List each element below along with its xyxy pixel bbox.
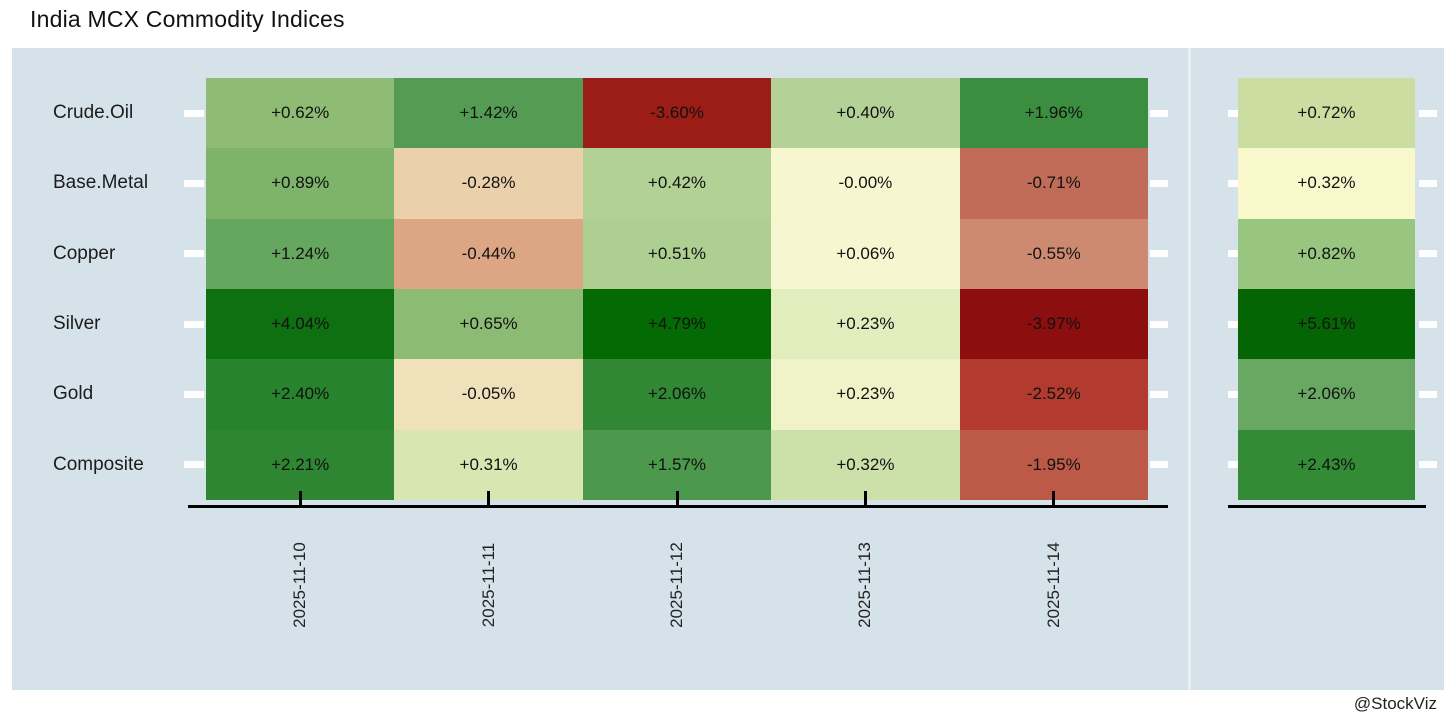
- row-tick-right: [1150, 320, 1168, 328]
- x-axis-tick: [1052, 491, 1056, 505]
- heatmap-cell: -0.55%: [959, 218, 1148, 289]
- week-summary-cell: +2.06%: [1238, 359, 1415, 430]
- row-label: Composite: [53, 453, 144, 475]
- week-tick-right: [1419, 109, 1437, 117]
- row-tick-right: [1150, 461, 1168, 469]
- week-tick-right: [1419, 390, 1437, 398]
- week-tick-left: [1228, 250, 1246, 258]
- chart-title: India MCX Commodity Indices: [30, 6, 345, 32]
- week-summary-cell: +2.43%: [1238, 429, 1415, 500]
- watermark: @StockViz: [1353, 694, 1437, 713]
- row-label: Silver: [53, 313, 101, 335]
- row-tick-left: [184, 109, 204, 117]
- x-axis-tick: [675, 491, 679, 505]
- row-tick-right: [1150, 250, 1168, 258]
- heatmap-cell: +4.79%: [582, 288, 772, 360]
- heatmap-cell: -3.60%: [582, 78, 772, 149]
- row-tick-left: [184, 179, 204, 187]
- heatmap-cell: -0.44%: [394, 218, 583, 289]
- week-summary-cell: +0.82%: [1238, 218, 1415, 289]
- heatmap-cell: +1.96%: [959, 78, 1148, 149]
- heatmap-cell: +2.21%: [206, 429, 395, 500]
- heatmap-cell: +0.51%: [582, 218, 772, 289]
- heatmap-cell: -2.52%: [959, 359, 1148, 430]
- heatmap-cell: +4.04%: [206, 288, 395, 360]
- heatmap-cell: +0.32%: [771, 429, 960, 500]
- row-label: Copper: [53, 242, 116, 264]
- heatmap-cell: +0.65%: [394, 288, 583, 360]
- heatmap-cell: +0.89%: [206, 148, 395, 219]
- heatmap-cell: +0.42%: [582, 148, 772, 219]
- row-label: Crude.Oil: [53, 102, 134, 124]
- week-tick-right: [1419, 179, 1437, 187]
- row-label: Gold: [53, 383, 94, 405]
- week-summary-cell: +0.72%: [1238, 78, 1415, 149]
- heatmap-cell: -0.05%: [394, 359, 583, 430]
- heatmap-cell: -0.00%: [771, 148, 960, 219]
- week-tick-right: [1419, 250, 1437, 258]
- heatmap-grid: Crude.Oil +0.62% +1.42% -3.60% +0.40% +1.96% +…: [12, 48, 1444, 690]
- heatmap-cell: +0.23%: [771, 288, 960, 360]
- heatmap-cell: +0.31%: [394, 429, 583, 500]
- x-axis-tick: [487, 491, 491, 505]
- row-tick-left: [184, 390, 204, 398]
- week-tick-left: [1228, 320, 1246, 328]
- heatmap-cell: +1.24%: [206, 218, 395, 289]
- plot-panel: Crude.Oil +0.62% +1.42% -3.60% +0.40% +1.96% +…: [12, 48, 1444, 690]
- row-tick-right: [1150, 179, 1168, 187]
- row-label: Base.Metal: [53, 172, 149, 194]
- heatmap-cell: -0.28%: [394, 148, 583, 219]
- x-axis-date-label: 2025-11-10: [290, 542, 310, 628]
- week-tick-right: [1419, 320, 1437, 328]
- x-axis-tick: [863, 491, 867, 505]
- heatmap-cell: -1.95%: [959, 429, 1148, 500]
- week-tick-left: [1228, 109, 1246, 117]
- heatmap-cell: +0.06%: [771, 218, 960, 289]
- week-tick-left: [1228, 179, 1246, 187]
- x-axis-line-main: [188, 505, 1168, 508]
- heatmap-cell: -0.71%: [959, 148, 1148, 219]
- heatmap-cell: +0.40%: [771, 78, 960, 149]
- heatmap-cell: -3.97%: [959, 288, 1148, 360]
- facet-separator: [1188, 48, 1191, 690]
- x-axis-tick: [298, 491, 302, 505]
- x-axis-date-label: 2025-11-11: [478, 542, 498, 628]
- row-tick-left: [184, 461, 204, 469]
- week-tick-left: [1228, 390, 1246, 398]
- week-tick-right: [1419, 461, 1437, 469]
- heatmap-cell: +0.62%: [206, 78, 395, 149]
- row-tick-left: [184, 250, 204, 258]
- x-axis-line-week: [1228, 505, 1426, 508]
- heatmap-cell: +2.06%: [582, 359, 772, 430]
- x-axis-date-label: 2025-11-14: [1043, 542, 1063, 628]
- x-axis-date-label: 2025-11-12: [667, 542, 686, 628]
- week-tick-left: [1228, 461, 1246, 469]
- heatmap-cell: +1.57%: [582, 429, 772, 500]
- week-summary-cell: +5.61%: [1238, 288, 1415, 360]
- x-axis-date-label: 2025-11-13: [855, 542, 875, 628]
- row-tick-right: [1150, 390, 1168, 398]
- row-tick-left: [184, 320, 204, 328]
- heatmap-cell: +2.40%: [206, 359, 395, 430]
- row-tick-right: [1150, 109, 1168, 117]
- heatmap-cell: +0.23%: [771, 359, 960, 430]
- week-summary-cell: +0.32%: [1238, 148, 1415, 219]
- heatmap-cell: +1.42%: [394, 78, 583, 149]
